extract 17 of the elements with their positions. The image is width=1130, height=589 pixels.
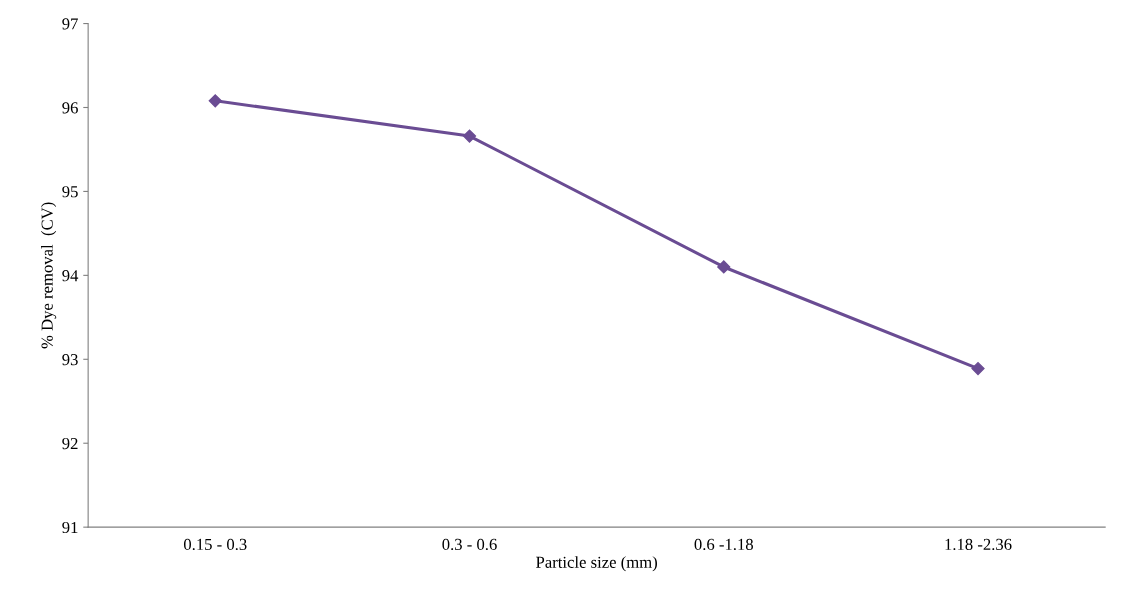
y-axis-title: % Dye removal (CV) (41, 202, 57, 349)
y-tick-label: 96 (62, 102, 78, 114)
x-axis-title: Particle size (mm) (536, 556, 657, 572)
y-tick-label: 97 (62, 18, 78, 30)
y-tick-label: 94 (62, 270, 79, 282)
y-tick-label: 93 (62, 354, 78, 366)
x-tick-label: 0.3 - 0.6 (442, 538, 497, 551)
y-tick-label: 92 (62, 437, 78, 450)
point (971, 361, 985, 376)
point (717, 260, 731, 274)
x-tick-label: 0.6 -1.18 (694, 538, 753, 551)
y-tick-label: 95 (62, 186, 78, 198)
point (462, 129, 477, 143)
point (208, 94, 222, 108)
x-tick-label: 1.18 -2.36 (945, 538, 1012, 551)
x-tick-label: 0.15 - 0.3 (183, 538, 247, 551)
y-tick-label: 91 (62, 521, 78, 534)
